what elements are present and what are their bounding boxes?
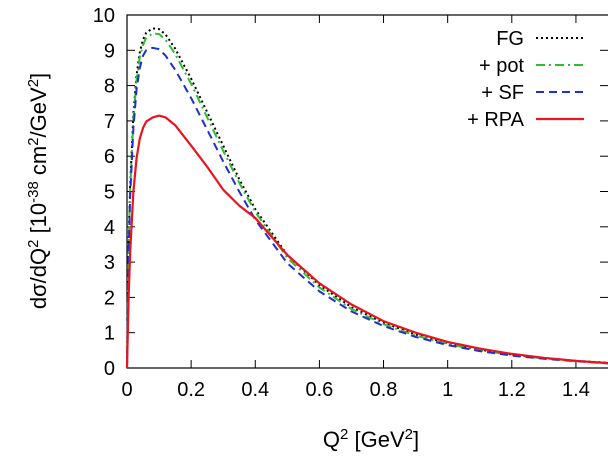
y-tick-label: 3 — [104, 252, 115, 274]
legend-label: + SF — [481, 82, 524, 104]
legend: FG + pot + SF + RPA — [467, 28, 584, 131]
series-layer — [125, 27, 608, 369]
x-tick-label: 1 — [442, 379, 453, 401]
x-tick-label: 0.2 — [177, 379, 205, 401]
y-tick-label: 5 — [104, 182, 115, 204]
series-line-fg — [126, 27, 608, 369]
x-tick-label: 0 — [121, 379, 132, 401]
x-axis-label: Q2 [GeV2] — [323, 426, 419, 453]
legend-label: + pot — [479, 55, 524, 77]
x-tick-label: 1.4 — [562, 379, 590, 401]
y-tick-label: 0 — [104, 358, 115, 380]
y-tick-label: 9 — [104, 40, 115, 62]
x-tick-label: 1.2 — [498, 379, 526, 401]
y-axis-label: dσ/dQ2 [10-38 cm2/GeV2] — [25, 73, 52, 309]
axis-ticks: 0 0.2 0.4 0.6 0.8 1 1.2 1.4 0 1 2 3 4 5 6 7 8 9 10 — [93, 5, 608, 401]
y-tick-label: 7 — [104, 111, 115, 133]
y-tick-label: 1 — [104, 323, 115, 345]
x-tick-label: 0.8 — [370, 379, 398, 401]
legend-label: + RPA — [467, 109, 525, 131]
x-tick-label: 0.4 — [241, 379, 269, 401]
y-tick-label: 6 — [104, 146, 115, 168]
plot-border — [126, 14, 608, 369]
series-line-rpa — [125, 114, 608, 369]
series-line-sf — [126, 46, 608, 369]
y-tick-label: 4 — [104, 217, 115, 239]
y-tick-label: 8 — [104, 76, 115, 98]
plot-frame — [126, 14, 608, 369]
y-tick-label: 2 — [104, 287, 115, 309]
x-tick-label: 0.6 — [305, 379, 333, 401]
legend-label: FG — [496, 28, 524, 50]
y-tick-label: 10 — [93, 5, 115, 27]
